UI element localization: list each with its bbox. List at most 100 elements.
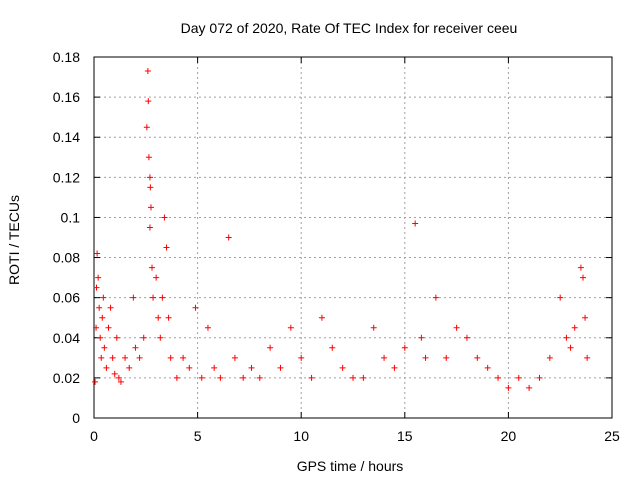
data-point bbox=[329, 344, 336, 351]
data-point bbox=[165, 314, 172, 321]
chart-title: Day 072 of 2020, Rate Of TEC Index for r… bbox=[181, 20, 518, 36]
x-tick-label: 10 bbox=[293, 428, 309, 444]
data-point bbox=[103, 364, 110, 371]
data-point bbox=[145, 98, 152, 105]
data-point bbox=[117, 378, 124, 385]
data-point bbox=[432, 294, 439, 301]
y-tick-label: 0.06 bbox=[53, 290, 80, 306]
data-points bbox=[92, 68, 591, 391]
data-point bbox=[567, 344, 574, 351]
data-point bbox=[308, 374, 315, 381]
data-point bbox=[211, 364, 218, 371]
data-point bbox=[381, 354, 388, 361]
data-point bbox=[144, 68, 151, 75]
x-tick-label: 25 bbox=[604, 428, 620, 444]
data-point bbox=[418, 334, 425, 341]
data-point bbox=[145, 154, 152, 161]
data-point bbox=[298, 354, 305, 361]
data-point bbox=[132, 344, 139, 351]
data-point bbox=[113, 334, 120, 341]
data-point bbox=[526, 384, 533, 391]
ticks: 0 0.02 0.04 0.06 0.08 0.1 0.12 0.14 0.16 0.18 0 5 10… bbox=[53, 49, 620, 444]
y-tick-label: 0.1 bbox=[61, 209, 81, 225]
data-point bbox=[98, 354, 105, 361]
data-point bbox=[571, 324, 578, 331]
data-point bbox=[150, 294, 157, 301]
data-point bbox=[159, 294, 166, 301]
data-point bbox=[350, 374, 356, 381]
data-point bbox=[505, 384, 512, 391]
data-point bbox=[318, 314, 325, 321]
y-tick-label: 0.12 bbox=[53, 169, 80, 185]
y-tick-label: 0.08 bbox=[53, 250, 80, 266]
data-point bbox=[484, 364, 491, 371]
data-point bbox=[217, 374, 224, 381]
data-point bbox=[267, 344, 274, 351]
data-point bbox=[143, 124, 150, 131]
axes bbox=[93, 56, 613, 419]
data-point bbox=[474, 354, 481, 361]
data-point bbox=[146, 224, 153, 231]
data-point bbox=[92, 378, 99, 385]
data-point bbox=[147, 184, 154, 191]
y-tick-label: 0.02 bbox=[53, 370, 80, 386]
data-point bbox=[557, 294, 564, 301]
data-point bbox=[93, 324, 100, 331]
data-point bbox=[94, 250, 101, 257]
data-point bbox=[96, 304, 103, 311]
data-point bbox=[515, 374, 522, 381]
data-point bbox=[122, 354, 129, 361]
data-point bbox=[100, 294, 107, 301]
data-point bbox=[157, 334, 164, 341]
data-point bbox=[130, 294, 137, 301]
data-point bbox=[149, 264, 156, 271]
data-point bbox=[391, 364, 398, 371]
data-point bbox=[97, 334, 104, 341]
data-point bbox=[146, 174, 153, 181]
data-point bbox=[582, 314, 589, 321]
data-point bbox=[180, 354, 187, 361]
data-point bbox=[198, 374, 205, 381]
data-point bbox=[173, 374, 180, 381]
data-point bbox=[155, 314, 162, 321]
data-point bbox=[161, 214, 168, 221]
data-point bbox=[584, 354, 591, 361]
data-point bbox=[115, 374, 122, 381]
data-point bbox=[99, 314, 106, 321]
data-point bbox=[95, 274, 102, 281]
data-point bbox=[204, 324, 211, 331]
y-tick-label: 0 bbox=[72, 410, 80, 426]
y-axis-label: ROTI / TECUs bbox=[6, 195, 22, 285]
data-point bbox=[225, 234, 232, 241]
y-tick-label: 0.14 bbox=[53, 129, 80, 145]
data-point bbox=[248, 364, 255, 371]
grid bbox=[94, 57, 612, 418]
data-point bbox=[422, 354, 429, 361]
data-point bbox=[240, 374, 247, 381]
data-point bbox=[105, 324, 112, 331]
y-tick-label: 0.04 bbox=[53, 330, 80, 346]
data-point bbox=[93, 284, 100, 291]
data-point bbox=[401, 344, 408, 351]
data-point bbox=[192, 304, 199, 311]
data-point bbox=[140, 334, 147, 341]
data-point bbox=[186, 364, 193, 371]
data-point bbox=[126, 364, 133, 371]
data-point bbox=[287, 324, 294, 331]
data-point bbox=[231, 354, 238, 361]
data-point bbox=[256, 374, 263, 381]
x-tick-label: 20 bbox=[501, 428, 517, 444]
data-point bbox=[136, 354, 143, 361]
data-point bbox=[107, 304, 114, 311]
data-point bbox=[153, 274, 160, 281]
data-point bbox=[111, 370, 118, 377]
data-point bbox=[546, 354, 553, 361]
data-point bbox=[443, 354, 450, 361]
data-point bbox=[109, 354, 116, 361]
y-tick-label: 0.18 bbox=[53, 49, 80, 65]
data-point bbox=[495, 374, 502, 381]
data-point bbox=[277, 364, 284, 371]
x-tick-label: 15 bbox=[397, 428, 413, 444]
data-point bbox=[370, 324, 377, 331]
